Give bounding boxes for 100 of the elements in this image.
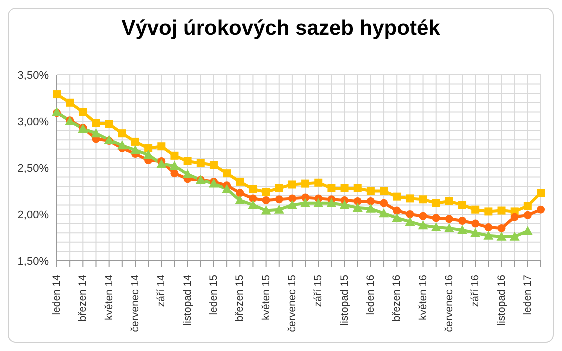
point bbox=[537, 206, 545, 214]
point bbox=[470, 228, 481, 238]
point bbox=[314, 198, 324, 208]
point bbox=[524, 211, 532, 220]
point bbox=[432, 214, 440, 222]
point bbox=[484, 230, 494, 240]
point bbox=[522, 226, 533, 236]
point bbox=[458, 201, 467, 210]
point bbox=[130, 145, 140, 154]
point bbox=[366, 197, 375, 206]
point bbox=[444, 223, 454, 232]
point bbox=[275, 184, 284, 192]
point bbox=[340, 200, 350, 210]
point bbox=[472, 220, 480, 228]
point bbox=[510, 213, 519, 222]
x-tick-label: listopad 14 bbox=[182, 274, 194, 326]
y-tick-label: 2,50% bbox=[18, 162, 50, 175]
point bbox=[431, 222, 442, 232]
point bbox=[131, 138, 140, 146]
point bbox=[406, 210, 414, 218]
point bbox=[236, 189, 244, 198]
point bbox=[210, 161, 218, 170]
point bbox=[196, 159, 205, 168]
x-tick-label: leden 16 bbox=[364, 274, 377, 316]
point bbox=[380, 199, 388, 208]
point bbox=[472, 206, 480, 214]
point bbox=[261, 206, 272, 215]
point bbox=[248, 200, 258, 210]
point bbox=[184, 157, 192, 166]
point bbox=[118, 130, 126, 138]
point bbox=[117, 140, 128, 150]
point bbox=[288, 194, 296, 203]
point bbox=[144, 144, 153, 152]
point bbox=[170, 161, 180, 170]
point bbox=[170, 152, 179, 160]
point bbox=[182, 170, 193, 179]
x-tick-label: červenec 15 bbox=[286, 274, 298, 332]
point bbox=[236, 178, 244, 186]
x-tick-label: březen 15 bbox=[234, 274, 246, 322]
point bbox=[445, 215, 454, 224]
y-tick-label: 3,50% bbox=[18, 70, 50, 82]
point bbox=[66, 98, 74, 107]
x-tick-label: září 16 bbox=[470, 274, 482, 308]
point bbox=[393, 192, 402, 201]
point bbox=[510, 232, 520, 241]
point bbox=[222, 184, 232, 194]
point bbox=[432, 199, 440, 208]
x-tick-label: květen 15 bbox=[260, 274, 272, 321]
point bbox=[524, 202, 532, 210]
y-tick-label: 2,00% bbox=[18, 209, 50, 222]
x-tick-label: leden 17 bbox=[522, 274, 534, 316]
point bbox=[379, 208, 390, 218]
point bbox=[92, 119, 100, 128]
point bbox=[262, 196, 270, 205]
point bbox=[484, 208, 493, 216]
point bbox=[328, 184, 336, 192]
point bbox=[223, 170, 232, 178]
x-tick-label: květen 16 bbox=[417, 274, 430, 321]
point bbox=[302, 180, 310, 188]
point bbox=[287, 200, 298, 210]
point bbox=[300, 198, 311, 208]
point bbox=[158, 142, 166, 151]
point bbox=[419, 212, 428, 220]
point bbox=[288, 180, 296, 189]
x-tick-label: květen 14 bbox=[103, 274, 116, 321]
point bbox=[53, 90, 61, 99]
point bbox=[144, 150, 154, 159]
point bbox=[249, 185, 258, 194]
point bbox=[105, 120, 114, 128]
point bbox=[170, 170, 179, 178]
point bbox=[352, 202, 363, 212]
point bbox=[392, 213, 402, 222]
point bbox=[419, 196, 428, 204]
point bbox=[366, 204, 376, 213]
point bbox=[340, 184, 349, 192]
point bbox=[354, 197, 362, 206]
point bbox=[79, 108, 88, 116]
point bbox=[445, 197, 454, 206]
point bbox=[354, 184, 362, 192]
y-tick-label: 1,50% bbox=[18, 256, 50, 268]
point bbox=[366, 187, 375, 196]
point bbox=[496, 232, 507, 241]
point bbox=[484, 224, 493, 232]
point bbox=[274, 204, 284, 214]
point bbox=[458, 217, 467, 226]
point bbox=[537, 189, 545, 198]
x-tick-label: listopad 15 bbox=[338, 274, 351, 326]
point bbox=[498, 224, 506, 232]
point bbox=[275, 196, 284, 204]
x-tick-label: březen 14 bbox=[77, 274, 90, 322]
chart-title: Vývoj úrokových sazeb hypoték bbox=[120, 16, 442, 42]
point bbox=[380, 187, 388, 196]
point bbox=[314, 178, 323, 187]
point bbox=[156, 159, 167, 168]
point bbox=[249, 194, 258, 203]
x-tick-label: březen 16 bbox=[391, 274, 404, 322]
point bbox=[91, 128, 102, 138]
x-tick-label: červenec 14 bbox=[129, 274, 142, 332]
y-tick-label: 3,00% bbox=[18, 116, 50, 128]
point bbox=[235, 196, 246, 205]
